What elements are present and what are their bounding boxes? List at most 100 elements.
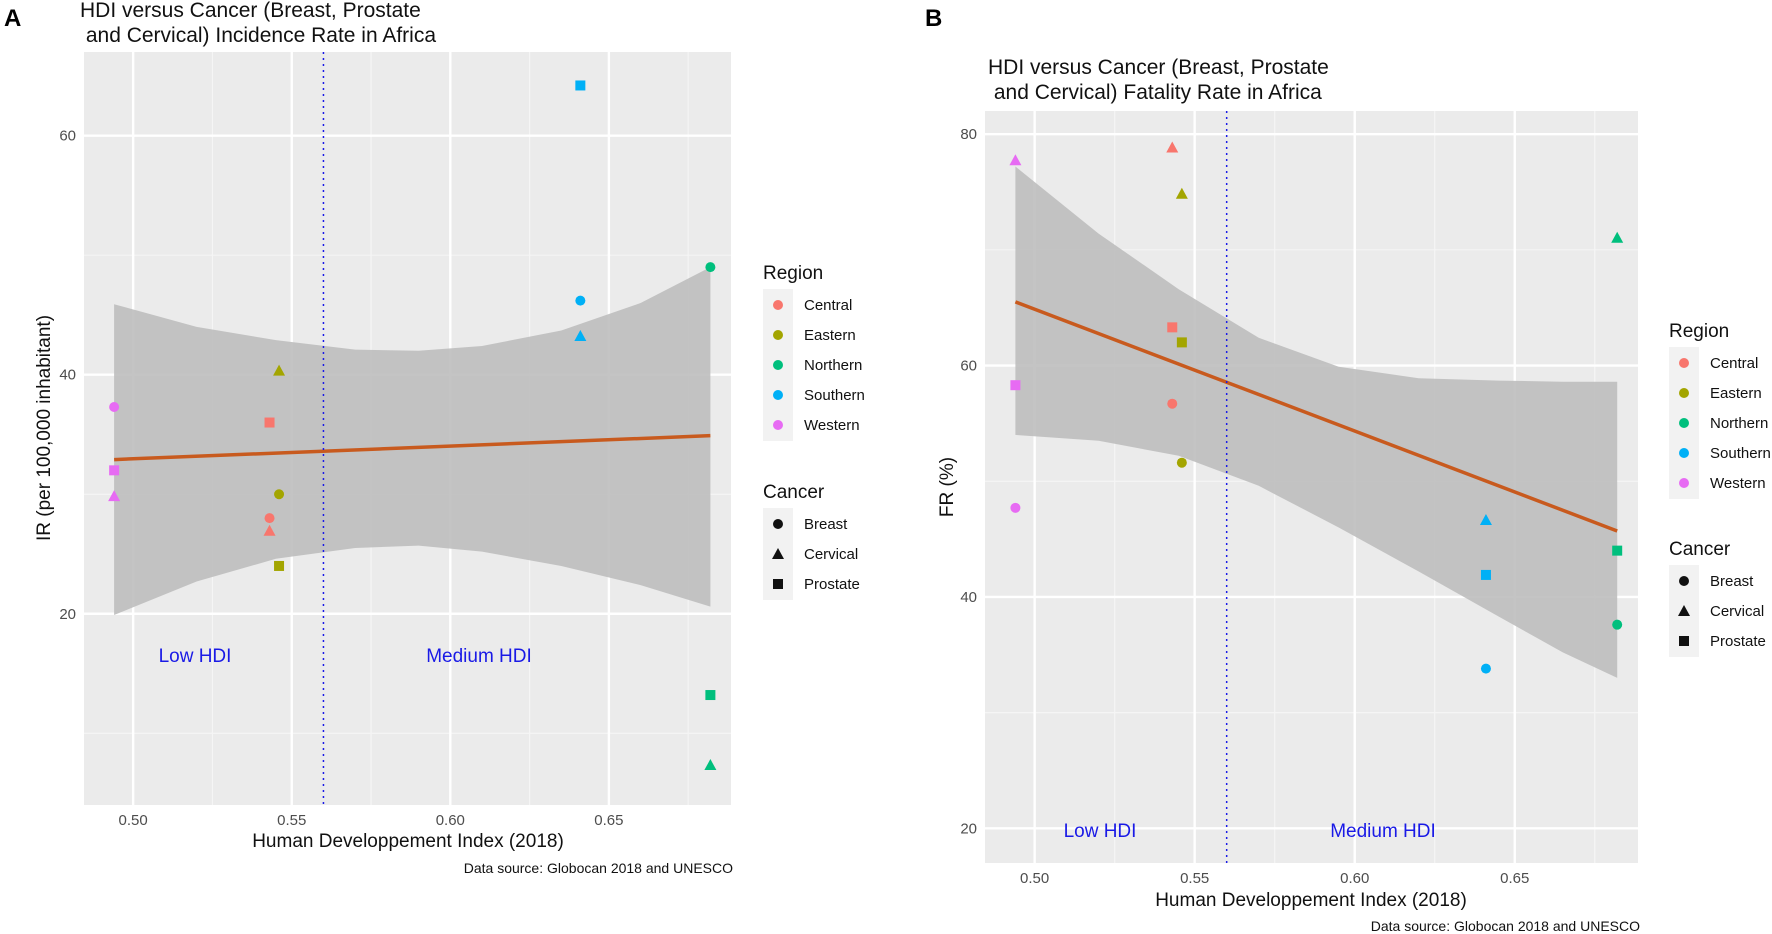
point-eastern-breast bbox=[1176, 457, 1187, 468]
point-western-breast bbox=[1010, 502, 1021, 513]
x-tick-label: 0.65 bbox=[1500, 870, 1529, 887]
point-northern-cervical bbox=[1611, 231, 1624, 243]
legend-key-central bbox=[1679, 358, 1689, 368]
x-axis-title: Human Developpement Index (2018) bbox=[1155, 890, 1467, 911]
x-tick-label: 0.65 bbox=[594, 812, 623, 829]
legend-key-southern bbox=[773, 390, 783, 400]
legend-item-label: Prostate bbox=[1710, 633, 1766, 650]
legend-item-label: Cervical bbox=[1710, 603, 1764, 620]
legend-key-northern bbox=[773, 360, 783, 370]
point-southern-cervical bbox=[574, 329, 587, 341]
legend-item-label: Western bbox=[804, 417, 860, 434]
point-western-cervical bbox=[108, 490, 121, 502]
point-central-breast bbox=[264, 513, 275, 524]
legend-item-label: Southern bbox=[804, 387, 865, 404]
data-points bbox=[108, 80, 717, 771]
legend-item-label: Eastern bbox=[804, 327, 856, 344]
x-tick-label: 0.55 bbox=[277, 812, 306, 829]
x-tick-label: 0.50 bbox=[119, 812, 148, 829]
point-northern-breast bbox=[1612, 619, 1623, 630]
y-axis-title: FR (%) bbox=[937, 457, 958, 517]
point-northern-breast bbox=[705, 262, 716, 273]
legend-item-label: Central bbox=[1710, 355, 1758, 372]
legend-item-label: Prostate bbox=[804, 576, 860, 593]
y-axis-title: IR (per 100,000 inhabitant) bbox=[34, 315, 55, 541]
legend-item-label: Northern bbox=[1710, 415, 1768, 432]
medium-hdi-label: Medium HDI bbox=[426, 646, 532, 667]
point-southern-prostate bbox=[575, 80, 586, 91]
point-western-cervical bbox=[1009, 154, 1022, 166]
legend-title: Region bbox=[763, 263, 823, 284]
point-eastern-breast bbox=[274, 489, 285, 500]
panel-label: B bbox=[925, 5, 942, 32]
chart-title-line1: HDI versus Cancer (Breast, Prostate bbox=[80, 0, 421, 22]
legend-key-eastern bbox=[773, 330, 783, 340]
low-hdi-label: Low HDI bbox=[1064, 821, 1137, 842]
legend-key-cervical bbox=[1678, 605, 1690, 616]
point-eastern-cervical bbox=[273, 364, 286, 376]
point-western-breast bbox=[109, 401, 120, 412]
y-tick-label: 20 bbox=[960, 820, 977, 837]
chart-title-line1: HDI versus Cancer (Breast, Prostate bbox=[988, 56, 1329, 79]
point-western-prostate bbox=[1010, 380, 1021, 391]
point-central-cervical bbox=[1166, 141, 1179, 153]
legend-item-label: Eastern bbox=[1710, 385, 1762, 402]
y-tick-label: 40 bbox=[59, 367, 76, 384]
legend-item-label: Southern bbox=[1710, 445, 1771, 462]
legend-title: Cancer bbox=[763, 482, 825, 503]
point-southern-breast bbox=[1480, 663, 1491, 674]
point-central-prostate bbox=[1167, 322, 1178, 333]
chart-title-line2: and Cervical) Fatality Rate in Africa bbox=[988, 81, 1322, 104]
y-tick-label: 60 bbox=[960, 358, 977, 375]
legend-key-breast bbox=[773, 519, 783, 529]
legend-item-label: Cervical bbox=[804, 546, 858, 563]
low-hdi-label: Low HDI bbox=[159, 646, 232, 667]
x-tick-label: 0.60 bbox=[436, 812, 465, 829]
legend-key-northern bbox=[1679, 418, 1689, 428]
panel-a: A HDI versus Cancer (Breast, Prostate an… bbox=[4, 0, 865, 876]
point-southern-prostate bbox=[1480, 569, 1491, 580]
x-axis-title: Human Developpement Index (2018) bbox=[252, 831, 564, 852]
x-axis-ticks: 0.50 0.55 0.60 0.65 bbox=[1020, 870, 1529, 887]
legend-item-label: Northern bbox=[804, 357, 862, 374]
legend-item-label: Central bbox=[804, 297, 852, 314]
y-axis-ticks: 20 40 60 80 bbox=[960, 126, 977, 837]
legend-key-cervical bbox=[772, 548, 784, 559]
x-tick-label: 0.55 bbox=[1180, 870, 1209, 887]
point-central-breast bbox=[1167, 398, 1178, 409]
legend-key-central bbox=[773, 300, 783, 310]
regression-line bbox=[1014, 300, 1618, 533]
legend-region: Region Central Eastern Northern Southern… bbox=[1669, 321, 1771, 499]
legend-item-label: Breast bbox=[1710, 573, 1754, 590]
point-northern-prostate bbox=[705, 690, 716, 701]
legend-key-prostate bbox=[1679, 636, 1689, 646]
x-axis-ticks: 0.50 0.55 0.60 0.65 bbox=[119, 812, 624, 829]
confidence-ribbon bbox=[1015, 166, 1618, 678]
legend-cancer: Cancer Breast Cervical Prostate bbox=[1669, 539, 1766, 657]
legend-key-breast bbox=[1679, 576, 1689, 586]
legend-key-western bbox=[773, 420, 783, 430]
y-axis-ticks: 20 40 60 bbox=[59, 128, 76, 623]
data-points bbox=[1009, 141, 1624, 674]
y-tick-label: 40 bbox=[960, 589, 977, 606]
medium-hdi-label: Medium HDI bbox=[1330, 821, 1436, 842]
legend-cancer: Cancer Breast Cervical Prostate bbox=[763, 482, 860, 600]
data-source-caption: Data source: Globocan 2018 and UNESCO bbox=[464, 860, 733, 876]
y-tick-label: 60 bbox=[59, 128, 76, 145]
legend-item-label: Western bbox=[1710, 475, 1766, 492]
confidence-ribbon bbox=[114, 267, 711, 615]
legend-region: Region Central Eastern Northern Southern… bbox=[763, 263, 865, 441]
legend-item-label: Breast bbox=[804, 516, 848, 533]
point-northern-prostate bbox=[1612, 545, 1623, 556]
point-eastern-prostate bbox=[1176, 337, 1187, 348]
legend-key-western bbox=[1679, 478, 1689, 488]
legend-key-southern bbox=[1679, 448, 1689, 458]
chart-title-line2: and Cervical) Incidence Rate in Africa bbox=[80, 24, 436, 47]
point-southern-breast bbox=[575, 295, 586, 306]
y-tick-label: 80 bbox=[960, 126, 977, 143]
x-tick-label: 0.50 bbox=[1020, 870, 1049, 887]
legend-title: Cancer bbox=[1669, 539, 1731, 560]
point-central-prostate bbox=[264, 417, 275, 428]
regression-line bbox=[114, 433, 711, 462]
